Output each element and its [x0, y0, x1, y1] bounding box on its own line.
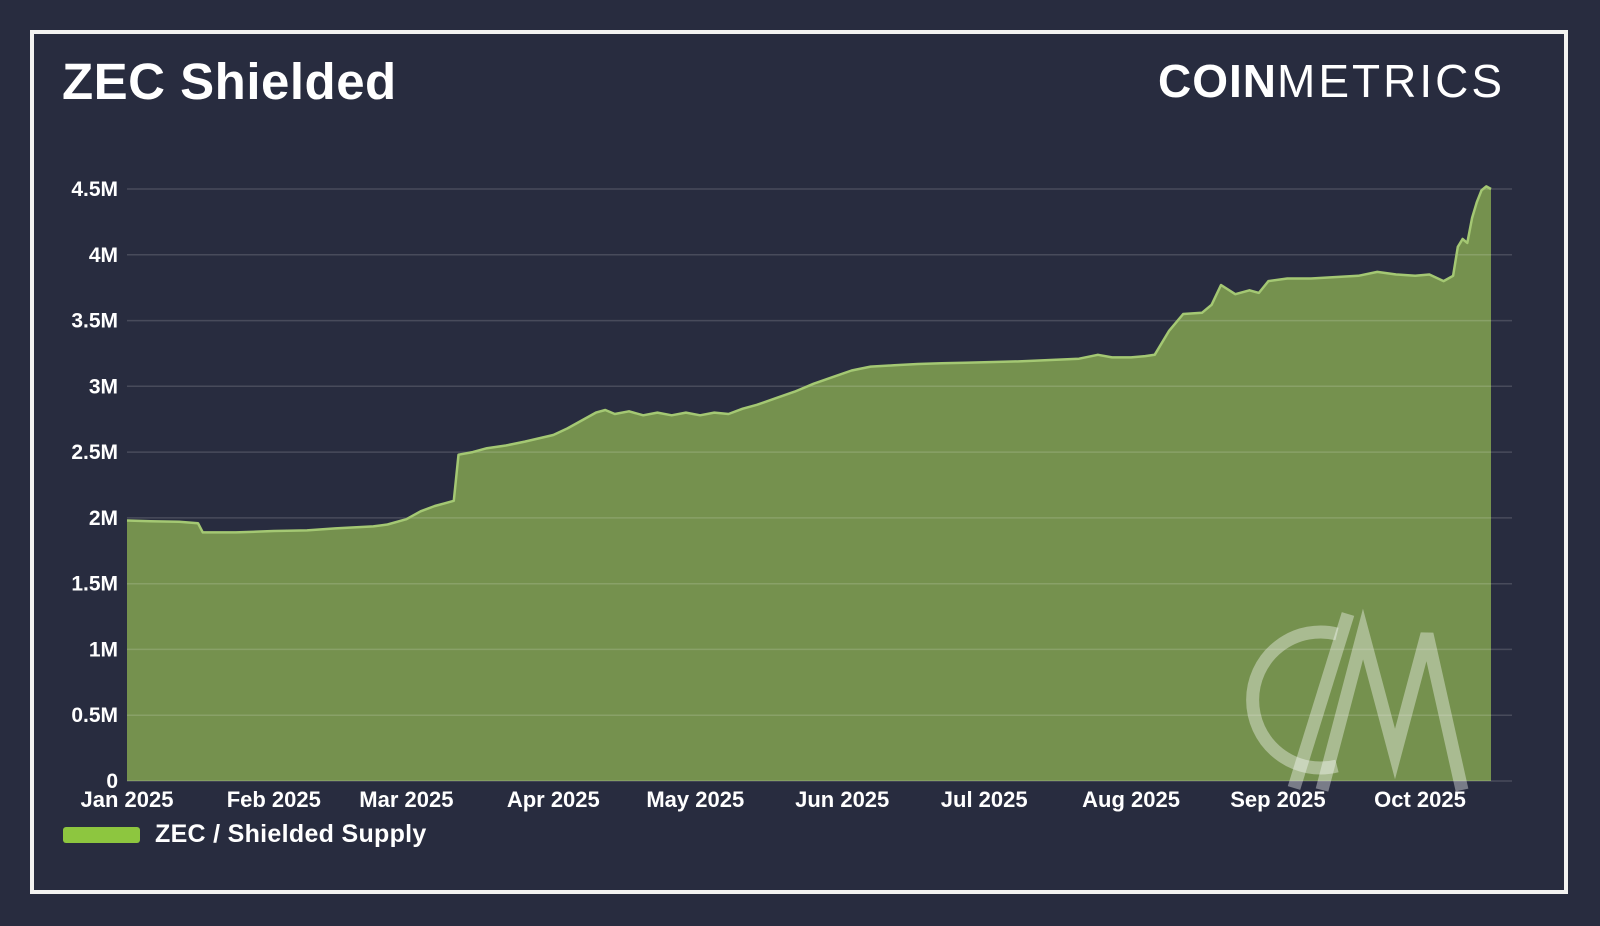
- y-axis-tick-label: 4.5M: [71, 178, 118, 201]
- coinmetrics-logo: COINMETRICS: [1158, 58, 1505, 104]
- monogram-stroke: [1287, 612, 1355, 790]
- x-axis-tick-label: Apr 2025: [507, 787, 600, 812]
- x-axis-tick-label: Aug 2025: [1082, 787, 1180, 812]
- y-axis-tick-label: 1.5M: [71, 573, 118, 596]
- x-axis-tick-label: Mar 2025: [359, 787, 453, 812]
- y-axis-tick-label: 2M: [89, 507, 118, 530]
- legend-label: ZEC / Shielded Supply: [155, 820, 427, 848]
- logo-metrics-text: METRICS: [1277, 55, 1505, 107]
- area-series-fill: [127, 186, 1491, 781]
- legend-swatch: [63, 826, 140, 843]
- page-title: ZEC Shielded: [62, 53, 397, 110]
- x-axis-tick-label: Jul 2025: [941, 787, 1028, 812]
- x-axis-tick-label: Jun 2025: [795, 787, 889, 812]
- y-axis-tick-label: 3.5M: [71, 310, 118, 333]
- legend: ZEC / Shielded Supply: [63, 820, 427, 849]
- x-axis-tick-label: Oct 2025: [1374, 787, 1466, 812]
- x-axis-tick-label: Feb 2025: [227, 787, 321, 812]
- x-axis-tick-label: May 2025: [646, 787, 744, 812]
- y-axis-tick-label: 1M: [89, 638, 118, 661]
- area-series-line: [126, 185, 1492, 534]
- y-axis-tick-label: 3M: [89, 375, 118, 398]
- y-axis-tick-label: 0: [106, 770, 118, 793]
- monogram-stroke: [1246, 625, 1339, 775]
- y-axis-tick-label: 0.5M: [71, 704, 118, 727]
- coinmetrics-cm-monogram-watermark-icon: [1246, 608, 1469, 792]
- x-axis-tick-label: Jan 2025: [81, 787, 174, 812]
- y-axis-tick-label: 2.5M: [71, 441, 118, 464]
- x-axis-tick-label: Sep 2025: [1230, 787, 1325, 812]
- y-axis-tick-label: 4M: [89, 244, 118, 267]
- logo-coin-text: COIN: [1158, 55, 1277, 107]
- monogram-stroke: [1315, 608, 1469, 792]
